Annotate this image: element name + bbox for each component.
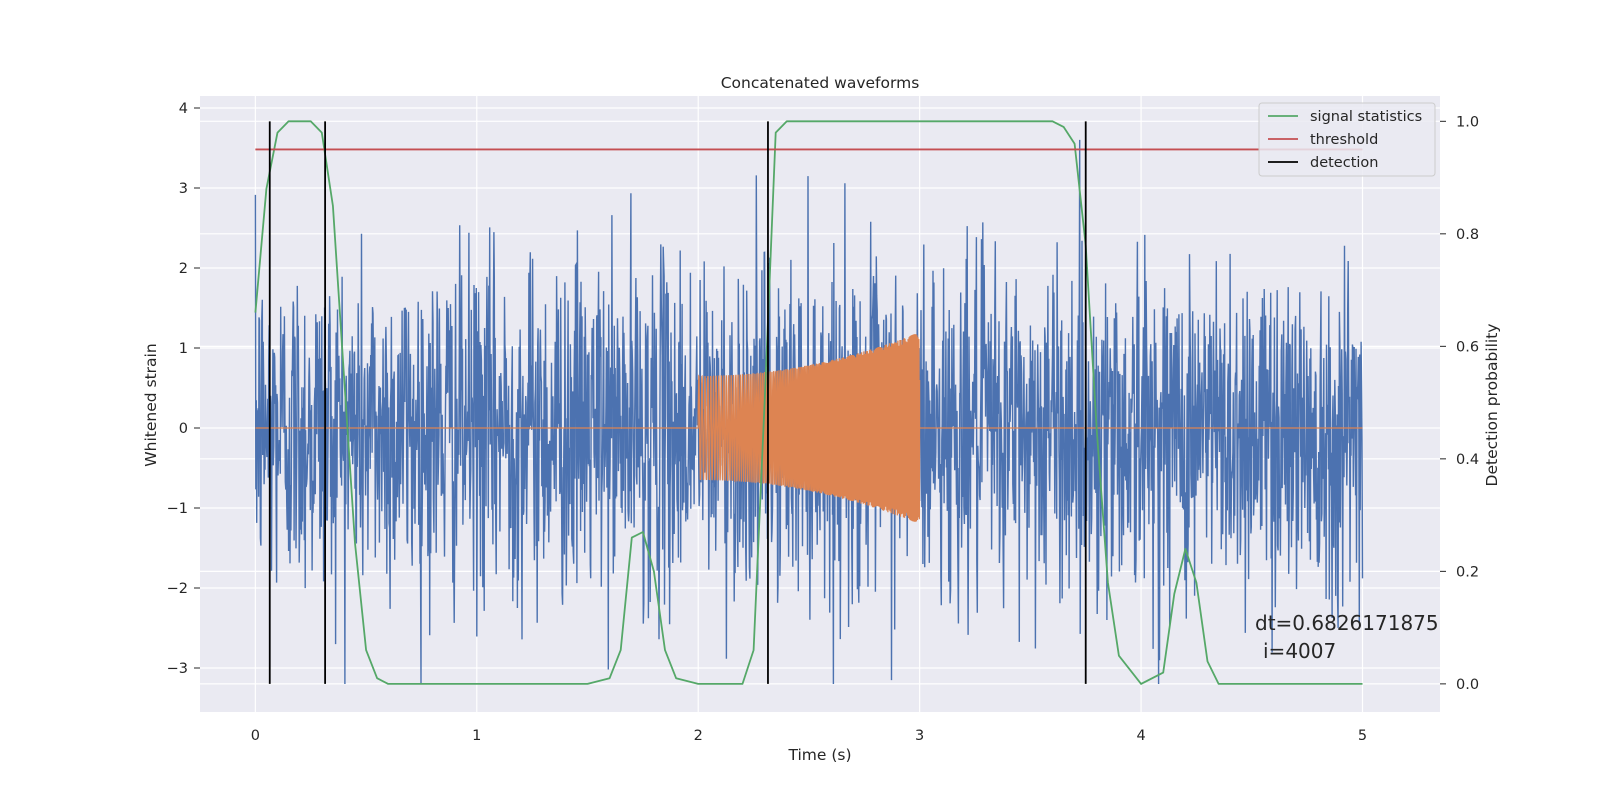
x-tick-label-3: 3 — [915, 728, 924, 744]
y-left-tick-label-1: −2 — [167, 581, 188, 597]
legend-label-threshold: threshold — [1310, 132, 1378, 148]
y-right-tick-label-1: 0.2 — [1456, 564, 1479, 580]
y-left-tick-label-5: 2 — [179, 261, 188, 277]
y-left-tick-label-3: 0 — [179, 421, 188, 437]
x-tick-label-5: 5 — [1358, 728, 1367, 744]
chart-title: Concatenated waveforms — [721, 74, 920, 92]
y-right-tick-label-0: 0.0 — [1456, 677, 1479, 693]
x-axis-label: Time (s) — [787, 746, 851, 764]
y-right-tick-label-2: 0.4 — [1456, 452, 1479, 468]
x-tick-label-4: 4 — [1136, 728, 1145, 744]
x-tick-label-2: 2 — [694, 728, 703, 744]
x-tick-label-1: 1 — [472, 728, 481, 744]
y-right-tick-label-5: 1.0 — [1456, 114, 1479, 130]
legend-label-signal-statistics: signal statistics — [1310, 109, 1422, 125]
y-right-tick-label-4: 0.8 — [1456, 227, 1479, 243]
ticks-layer: 0 1 2 3 4 5 −3 −2 −1 0 1 2 3 4 0.0 0.2 0.4 0.6 0.8 1.0 — [167, 101, 1479, 744]
y-left-tick-label-4: 1 — [179, 341, 188, 357]
series-layer — [254, 120, 1364, 685]
series-signal-statistics — [254, 120, 1363, 685]
annotation-dt: dt=0.6826171875 — [1255, 611, 1439, 635]
y-axis-label-left: Whitened strain — [142, 343, 160, 466]
legend: signal statistics threshold detection — [1258, 102, 1436, 177]
x-tick-label-0: 0 — [251, 728, 260, 744]
legend-label-detection: detection — [1310, 155, 1378, 171]
y-left-tick-label-6: 3 — [179, 181, 188, 197]
y-left-tick-label-0: −3 — [167, 661, 188, 677]
annotation-i: i=4007 — [1263, 639, 1336, 663]
y-left-tick-label-2: −1 — [167, 501, 188, 517]
y-axis-label-right: Detection probability — [1483, 324, 1501, 487]
y-right-tick-label-3: 0.6 — [1456, 339, 1479, 355]
y-left-tick-label-7: 4 — [179, 101, 188, 117]
series-injected-chirp — [255, 334, 1363, 522]
legend-box — [1258, 102, 1436, 177]
